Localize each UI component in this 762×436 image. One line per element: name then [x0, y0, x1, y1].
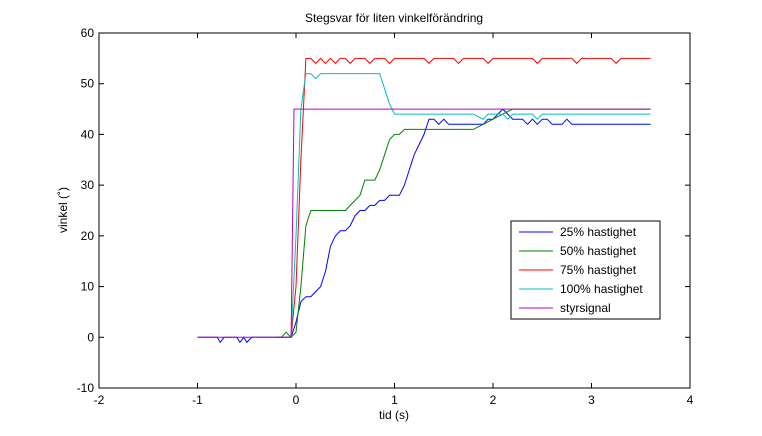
x-axis-label: tid (s)	[379, 408, 409, 422]
legend: 25% hastighet 50% hastighet 75% hastighet 1…	[510, 220, 661, 320]
y-tick-label: 50	[81, 77, 95, 91]
y-tick-label: 30	[81, 178, 95, 192]
y-tick-label: 10	[81, 280, 95, 294]
legend-label: 25% hastighet	[560, 225, 637, 239]
legend-label: 50% hastighet	[560, 244, 637, 258]
chart-title: Stegsvar för liten vinkelförändring	[305, 11, 483, 25]
x-tick-label: 1	[391, 393, 398, 407]
series-line-4	[286, 73, 651, 338]
legend-label: 75% hastighet	[560, 263, 637, 277]
x-tick-label: 4	[687, 393, 694, 407]
legend-label: 100% hastighet	[560, 282, 643, 296]
x-tick-label: 3	[588, 393, 595, 407]
y-tick-label: -10	[77, 381, 95, 395]
y-tick-label: 0	[87, 330, 94, 344]
series-line-3	[286, 57, 651, 338]
legend-label: styrsignal	[560, 301, 611, 315]
x-tick-label: 0	[293, 393, 300, 407]
series-group	[197, 57, 651, 344]
x-tick-label: -2	[94, 393, 105, 407]
x-tick-label: 2	[490, 393, 497, 407]
plot-area	[98, 32, 691, 389]
y-tick-label: 40	[81, 127, 95, 141]
series-line-5	[197, 108, 651, 338]
y-tick-label: 60	[81, 26, 95, 40]
y-axis-label: vinkel (˚)	[56, 187, 70, 233]
x-tick-label: -1	[192, 393, 203, 407]
y-tick-label: 20	[81, 229, 95, 243]
series-line-2	[276, 108, 651, 339]
